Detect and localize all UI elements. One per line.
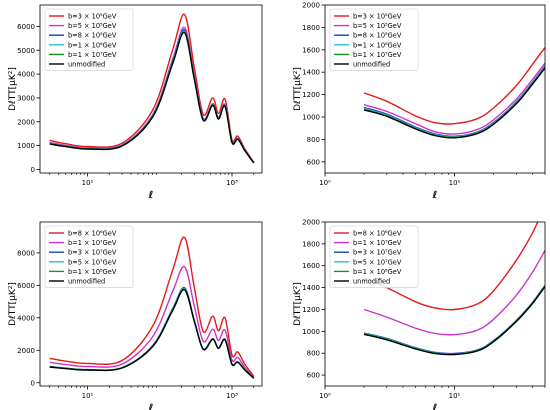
y-tick-label: 1600 bbox=[302, 262, 320, 270]
x-tick-label: 10¹ bbox=[82, 392, 94, 400]
legend-entry: unmodified bbox=[353, 61, 390, 69]
legend-box bbox=[329, 8, 419, 71]
x-tick-label: 10⁰ bbox=[319, 179, 331, 187]
legend-box bbox=[44, 225, 134, 288]
legend-entry: b=8 × 10⁵GeV bbox=[353, 32, 402, 40]
legend-entry: b=1 × 10⁷GeV bbox=[68, 51, 117, 59]
series-line-2 bbox=[49, 265, 255, 378]
chart-panel-2: 10⁰ 10¹ 600 800 1000 1200 1400 1600 1800 2000 ℓ DℓT… bbox=[293, 2, 546, 201]
series-line-6 bbox=[363, 286, 545, 356]
y-tick-label: 6000 bbox=[17, 23, 35, 31]
y-tick-label: 8000 bbox=[17, 249, 35, 257]
y-tick-label: 1000 bbox=[302, 114, 320, 122]
y-tick-label: 5000 bbox=[17, 47, 35, 55]
legend-entry: unmodified bbox=[68, 278, 105, 286]
chart-panel-1: 10¹ 10³ 0 1000 2000 3000 4000 5000 6000 ℓ DℓTT[μK²… bbox=[8, 4, 263, 201]
series-line-5 bbox=[49, 288, 255, 379]
legend-entry: b=1 × 10⁷GeV bbox=[353, 239, 402, 247]
y-tick-label: 2000 bbox=[17, 347, 35, 355]
y-tick-label: 0 bbox=[31, 166, 35, 174]
x-tick-label: 10¹ bbox=[449, 179, 461, 187]
series-line-3 bbox=[49, 287, 255, 379]
legend-box bbox=[44, 8, 134, 71]
y-tick-label: 1600 bbox=[302, 46, 320, 54]
series-line-1 bbox=[49, 236, 255, 377]
x-tick-label: 10¹ bbox=[449, 392, 461, 400]
series-line-2 bbox=[363, 250, 545, 336]
series-line-1 bbox=[363, 222, 539, 311]
y-axis-label: DℓTT[μK²] bbox=[8, 282, 18, 326]
x-tick-label: 10³ bbox=[226, 392, 238, 400]
legend-entry: unmodified bbox=[353, 278, 390, 286]
legend-entry: b=3 × 10⁵GeV bbox=[353, 13, 402, 21]
y-tick-label: 4000 bbox=[17, 314, 35, 322]
x-axis-label: ℓ bbox=[432, 190, 438, 201]
series-line-1 bbox=[363, 47, 545, 125]
legend-entry: b=1 × 10⁶GeV bbox=[353, 41, 402, 49]
y-tick-label: 6000 bbox=[17, 282, 35, 290]
series-line-2 bbox=[363, 62, 545, 135]
y-tick-label: 1200 bbox=[302, 91, 320, 99]
legend-entry: b=3 × 10⁷GeV bbox=[68, 249, 117, 257]
chart-panel-3: 10¹ 10³ 0 2000 4000 6000 8000 ℓ DℓTT[μK²] b=8 × 1… bbox=[8, 221, 263, 410]
legend-entry: b=8 × 10⁶GeV bbox=[353, 230, 402, 238]
axes-frame bbox=[39, 221, 263, 387]
y-tick-label: 1800 bbox=[302, 24, 320, 32]
legend-entry: b=5 × 10⁵GeV bbox=[353, 22, 402, 30]
axes-frame bbox=[324, 221, 546, 387]
y-tick-label: 3000 bbox=[17, 94, 35, 102]
y-tick-label: 2000 bbox=[302, 219, 320, 227]
legend-entry: b=5 × 10⁷GeV bbox=[68, 258, 117, 266]
legend-entry: b=8 × 10⁵GeV bbox=[68, 32, 117, 40]
legend-entry: b=5 × 10⁷GeV bbox=[353, 258, 402, 266]
legend-entry: b=3 × 10⁷GeV bbox=[353, 249, 402, 257]
series-line-4 bbox=[49, 287, 255, 379]
y-tick-label: 600 bbox=[307, 372, 320, 380]
y-tick-label: 1000 bbox=[302, 328, 320, 336]
legend-entry: b=1 × 10⁷GeV bbox=[353, 51, 402, 59]
series-line-1 bbox=[49, 13, 255, 163]
legend-entry: b=1 × 10⁶GeV bbox=[68, 41, 117, 49]
y-tick-label: 1400 bbox=[302, 69, 320, 77]
series-line-6 bbox=[49, 288, 255, 379]
legend-entry: b=3 × 10⁵GeV bbox=[68, 13, 117, 21]
y-tick-label: 2000 bbox=[17, 118, 35, 126]
y-tick-label: 800 bbox=[307, 136, 320, 144]
y-axis-label: DℓTT[μK²] bbox=[293, 67, 303, 111]
y-tick-label: 4000 bbox=[17, 71, 35, 79]
series-line-6 bbox=[49, 31, 255, 164]
y-axis-label: DℓTT[μK²] bbox=[8, 67, 18, 111]
legend-entry: b=1 × 10⁷GeV bbox=[68, 239, 117, 247]
y-tick-label: 600 bbox=[307, 158, 320, 166]
y-tick-label: 1400 bbox=[302, 284, 320, 292]
x-tick-label: 10¹ bbox=[82, 179, 94, 187]
axes-frame bbox=[324, 4, 546, 174]
legend-box bbox=[329, 225, 419, 288]
y-tick-label: 2000 bbox=[302, 2, 320, 10]
x-axis-label: ℓ bbox=[148, 403, 154, 410]
y-tick-label: 800 bbox=[307, 350, 320, 358]
y-tick-label: 0 bbox=[31, 379, 35, 387]
y-tick-label: 1800 bbox=[302, 240, 320, 248]
legend-entry: unmodified bbox=[68, 61, 105, 69]
series-line-6 bbox=[363, 67, 545, 139]
x-axis-label: ℓ bbox=[148, 190, 154, 201]
axes-frame bbox=[39, 4, 263, 174]
legend-entry: b=1 × 10⁸GeV bbox=[353, 268, 402, 276]
y-axis-label: DℓTT[μK²] bbox=[293, 282, 303, 326]
y-tick-label: 1000 bbox=[17, 142, 35, 150]
legend-entry: b=8 × 10⁶GeV bbox=[68, 230, 117, 238]
x-axis-label: ℓ bbox=[432, 403, 438, 410]
x-tick-label: 10⁰ bbox=[319, 392, 331, 400]
x-tick-label: 10³ bbox=[226, 179, 238, 187]
legend-entry: b=5 × 10⁵GeV bbox=[68, 22, 117, 30]
y-tick-label: 1200 bbox=[302, 306, 320, 314]
chart-panel-4: 10⁰ 10¹ 600 800 1000 1200 1400 1600 1800 2000 ℓ DℓT… bbox=[293, 219, 546, 410]
legend-entry: b=1 × 10⁸GeV bbox=[68, 268, 117, 276]
